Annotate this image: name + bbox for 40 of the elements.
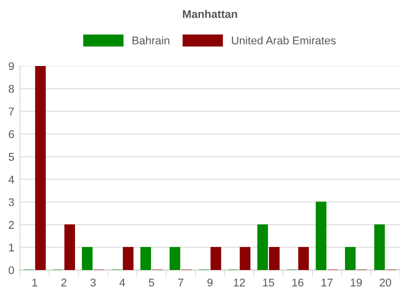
bar <box>82 246 93 270</box>
y-tick-label: 6 <box>8 130 14 138</box>
y-tick-label: 7 <box>8 108 14 116</box>
x-tick-label: 1 <box>32 278 38 286</box>
bar <box>298 246 309 270</box>
bar <box>122 246 134 270</box>
bar <box>240 246 250 270</box>
bar <box>257 224 268 270</box>
x-tick-label: 19 <box>350 278 362 286</box>
chart-title: Manhattan <box>182 10 238 18</box>
x-tick-label: 16 <box>292 278 304 286</box>
bar <box>268 246 280 270</box>
bar <box>210 246 222 270</box>
bar <box>316 202 326 270</box>
x-tick-label: 20 <box>380 278 392 286</box>
y-tick-label: 8 <box>8 84 14 93</box>
x-tick-label: 17 <box>322 278 333 286</box>
y-tick-label: 5 <box>8 153 14 161</box>
y-tick-label: 1 <box>9 244 14 252</box>
x-tick-label: 4 <box>119 278 126 286</box>
legend-label: United Arab Emirates <box>232 36 336 44</box>
x-tick-label: 7 <box>178 278 184 286</box>
bar <box>64 224 76 270</box>
x-tick-label: 2 <box>61 278 66 286</box>
bar <box>35 66 46 270</box>
y-tick-label: 9 <box>8 62 14 70</box>
bar <box>344 246 356 270</box>
x-tick-label: 15 <box>263 278 274 286</box>
x-tick-label: 3 <box>90 278 96 286</box>
y-tick-label: 4 <box>8 176 14 184</box>
y-tick-label: 3 <box>8 198 14 206</box>
y-tick-label: 2 <box>8 220 14 229</box>
bar <box>170 246 180 270</box>
x-tick-label: 12 <box>234 278 245 286</box>
legend-label: Bahrain <box>132 36 170 44</box>
y-tick-label: 0 <box>8 266 14 274</box>
bar <box>140 246 152 270</box>
x-tick-label: 5 <box>148 278 154 286</box>
bar <box>374 224 385 270</box>
x-tick-label: 9 <box>207 278 213 286</box>
